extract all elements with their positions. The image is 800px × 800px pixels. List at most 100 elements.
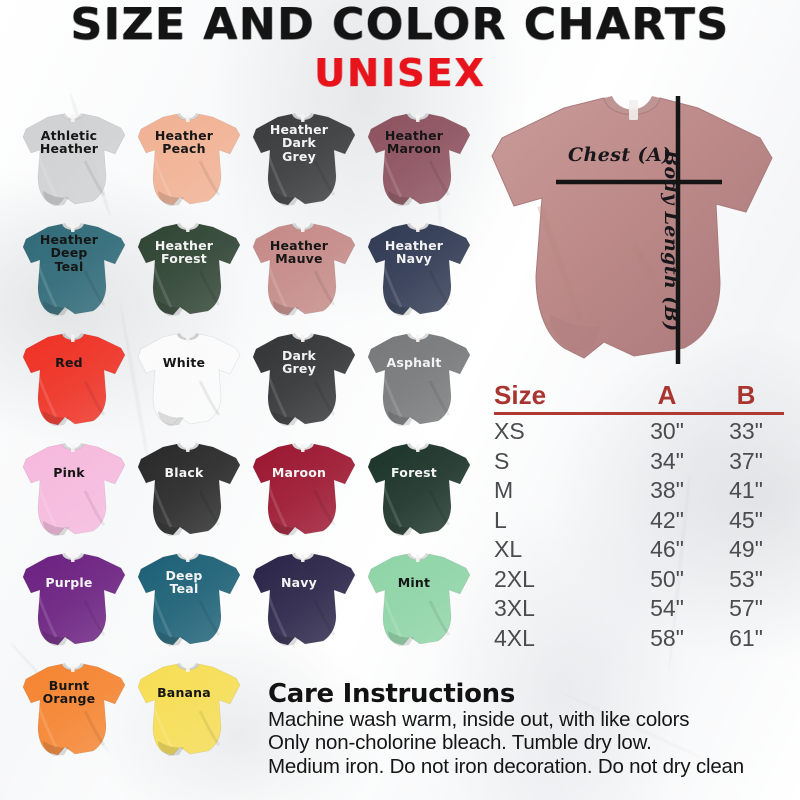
color-swatch-heather-mauve[interactable]: Heather Mauve	[246, 215, 361, 325]
color-swatch-row: Purple Deep Teal Navy	[16, 545, 478, 655]
body-length-measurement-label: Body Length (B)	[660, 150, 682, 332]
size-table-header-b: B	[736, 380, 756, 410]
table-row: 3XL 54" 57"	[494, 594, 784, 624]
color-swatch-maroon[interactable]: Maroon	[246, 435, 361, 545]
chest-cell: 50"	[650, 565, 684, 592]
tshirt-icon	[366, 549, 472, 651]
chest-measurement-label: Chest (A)	[568, 144, 672, 166]
color-swatch-forest[interactable]: Forest	[361, 435, 476, 545]
size-cell: S	[494, 447, 510, 474]
tshirt-icon	[366, 329, 472, 431]
color-swatch-heather-deep-teal[interactable]: Heather Deep Teal	[16, 215, 131, 325]
color-swatch-heather-maroon[interactable]: Heather Maroon	[361, 105, 476, 215]
color-swatch-asphalt[interactable]: Asphalt	[361, 325, 476, 435]
chest-cell: 30"	[650, 418, 684, 444]
care-instructions-title: Care Instructions	[268, 679, 516, 709]
color-swatch-deep-teal[interactable]: Deep Teal	[131, 545, 246, 655]
length-cell: 61"	[729, 624, 763, 651]
length-cell: 49"	[729, 536, 763, 562]
page-subtitle: UNISEX	[314, 51, 486, 96]
color-swatch-heather-forest[interactable]: Heather Forest	[131, 215, 246, 325]
tshirt-icon	[366, 219, 472, 321]
color-swatch-banana[interactable]: Banana	[131, 655, 246, 765]
color-swatch-heather-navy[interactable]: Heather Navy	[361, 215, 476, 325]
table-row: XS 30" 33"	[494, 417, 784, 447]
size-table-header-row: Size A B	[494, 380, 784, 412]
tshirt-icon	[136, 329, 242, 431]
table-row: M 38" 41"	[494, 476, 784, 506]
care-instruction-line: Machine wash warm, inside out, with like…	[268, 708, 690, 732]
color-swatch-dark-grey[interactable]: Dark Grey	[246, 325, 361, 435]
chest-cell: 58"	[650, 624, 684, 651]
size-cell: 3XL	[494, 595, 535, 621]
length-cell: 41"	[729, 477, 763, 503]
measurement-diagram: Chest (A) Body Length (B)	[484, 86, 794, 386]
tshirt-icon	[21, 219, 127, 321]
size-cell: M	[494, 477, 514, 503]
chart-title-block: SIZE AND COLOR CHARTS UNISEX	[0, 1, 800, 96]
color-swatch-row: Heather Deep Teal Heather Forest H	[16, 215, 478, 325]
chest-cell: 42"	[650, 506, 684, 533]
tshirt-icon	[366, 439, 472, 541]
table-row: 4XL 58" 61"	[494, 624, 784, 654]
tshirt-icon	[251, 329, 357, 431]
table-row: XL 46" 49"	[494, 535, 784, 565]
tshirt-icon	[21, 109, 127, 211]
size-table: Size A B XS 30" 33" S 34" 37" M 38" 41" L 42" 45" XL…	[494, 380, 784, 653]
color-swatch-mint[interactable]: Mint	[361, 545, 476, 655]
length-cell: 33"	[729, 418, 763, 444]
length-cell: 57"	[729, 595, 763, 621]
color-swatch-navy[interactable]: Navy	[246, 545, 361, 655]
color-swatch-row: Pink Black Maroon	[16, 435, 478, 545]
table-row: S 34" 37"	[494, 447, 784, 477]
tshirt-icon	[136, 549, 242, 651]
tshirt-icon	[366, 109, 472, 211]
color-swatch-purple[interactable]: Purple	[16, 545, 131, 655]
color-swatch-row: Athletic Heather Heather Peach Hea	[16, 105, 478, 215]
color-swatch-grid: Athletic Heather Heather Peach Hea	[16, 105, 478, 765]
color-swatch-black[interactable]: Black	[131, 435, 246, 545]
care-instructions-block: Care Instructions Machine wash warm, ins…	[268, 679, 798, 778]
tshirt-icon	[21, 659, 127, 761]
measurement-lines	[556, 96, 722, 364]
chest-cell: 34"	[650, 447, 684, 474]
table-row: L 42" 45"	[494, 506, 784, 536]
size-cell: 2XL	[494, 565, 535, 592]
chest-cell: 54"	[650, 595, 684, 621]
color-swatch-white[interactable]: White	[131, 325, 246, 435]
tshirt-icon	[21, 439, 127, 541]
length-cell: 45"	[729, 506, 763, 533]
table-row: 2XL 50" 53"	[494, 565, 784, 595]
size-cell: XL	[494, 536, 523, 562]
size-cell: 4XL	[494, 624, 535, 651]
size-cell: L	[494, 506, 507, 533]
tshirt-icon	[136, 219, 242, 321]
measurement-shirt-graphic	[491, 96, 773, 359]
color-swatch-heather-peach[interactable]: Heather Peach	[131, 105, 246, 215]
size-cell: XS	[494, 418, 525, 444]
chest-cell: 38"	[650, 477, 684, 503]
tshirt-icon	[251, 219, 357, 321]
tshirt-icon	[251, 109, 357, 211]
color-swatch-pink[interactable]: Pink	[16, 435, 131, 545]
length-cell: 37"	[729, 447, 763, 474]
size-table-header-a: A	[657, 380, 677, 410]
color-swatch-burnt-orange[interactable]: Burnt Orange	[16, 655, 131, 765]
color-swatch-heather-dark-grey[interactable]: Heather Dark Grey	[246, 105, 361, 215]
care-instructions-lines: Machine wash warm, inside out, with like…	[268, 708, 798, 777]
color-swatch-red[interactable]: Red	[16, 325, 131, 435]
tshirt-icon	[251, 549, 357, 651]
tshirt-icon	[136, 659, 242, 761]
size-table-body: XS 30" 33" S 34" 37" M 38" 41" L 42" 45" XL 46" 49" 2XL…	[494, 417, 784, 653]
tshirt-icon	[136, 109, 242, 211]
length-cell: 53"	[729, 565, 763, 592]
care-instruction-line: Only non-cholorine bleach. Tumble dry lo…	[268, 731, 652, 755]
color-swatch-athletic-heather[interactable]: Athletic Heather	[16, 105, 131, 215]
tshirt-icon	[21, 329, 127, 431]
tshirt-icon	[251, 439, 357, 541]
color-swatch-row: Red White Dark Grey	[16, 325, 478, 435]
size-table-header-rule	[494, 412, 784, 415]
tshirt-icon	[21, 549, 127, 651]
chest-cell: 46"	[650, 536, 684, 562]
